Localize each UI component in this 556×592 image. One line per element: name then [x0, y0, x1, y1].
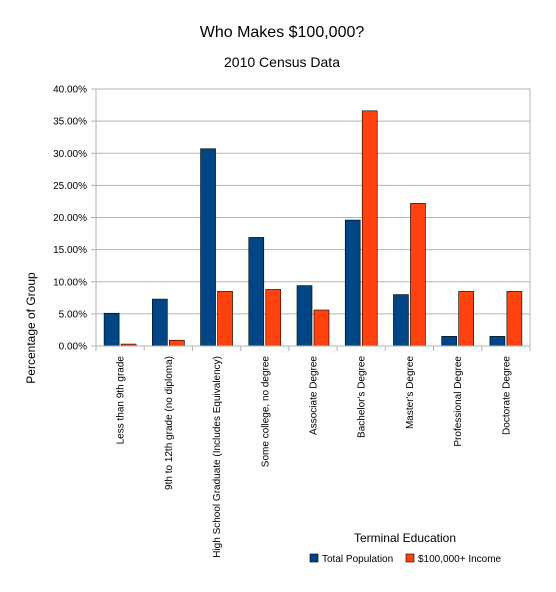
bar-total-population-3	[248, 237, 265, 347]
category-label: Doctorate Degree	[501, 356, 512, 435]
bar-income-100k-3	[265, 289, 282, 347]
y-tick-label: 25.00%	[53, 181, 87, 192]
bar-total-population-1	[152, 298, 168, 347]
y-tick-label: 15.00%	[53, 245, 87, 256]
y-axis-title: Percentage of Group	[24, 272, 38, 384]
bar-income-100k-1	[169, 339, 185, 347]
y-tick-label: 20.00%	[53, 213, 87, 224]
bars	[103, 110, 523, 347]
bar-total-population-2	[200, 148, 216, 347]
bar-income-100k-8	[506, 291, 523, 347]
chart-subtitle: 2010 Census Data	[224, 54, 340, 70]
bar-total-population-4	[296, 285, 313, 347]
bar-total-population-6	[393, 294, 409, 347]
category-label: High School Graduate (Includes Equivalen…	[212, 356, 223, 558]
bar-income-100k-4	[313, 309, 330, 347]
category-label: Professional Degree	[453, 356, 464, 447]
x-axis-title: Terminal Education	[354, 531, 456, 545]
y-tick-label: 30.00%	[53, 149, 87, 160]
y-tick-labels: 0.00% 5.00% 10.00% 15.00% 20.00% 25.00% 30.00%…	[53, 85, 96, 353]
y-tick-label: 0.00%	[59, 342, 87, 353]
legend-swatch-1	[405, 553, 415, 563]
bar-income-100k-5	[361, 110, 378, 347]
category-label: 9th to 12th grade (no diploma)	[164, 356, 175, 490]
bar-total-population-5	[344, 219, 361, 347]
bar-income-100k-6	[410, 203, 426, 347]
bar-income-100k-7	[458, 291, 474, 347]
y-tick-label: 5.00%	[59, 309, 87, 320]
legend: Total Population $100,000+ Income	[309, 553, 502, 565]
bar-total-population-0	[103, 312, 120, 347]
category-label: Master's Degree	[405, 356, 416, 429]
bar-total-population-8	[489, 336, 506, 347]
bar-total-population-7	[441, 336, 457, 347]
category-label: Some college, no degree	[260, 356, 271, 468]
category-labels: Less than 9th grade 9th to 12th grade (no…	[116, 356, 513, 558]
chart-title: Who Makes $100,000?	[200, 24, 365, 41]
x-axis-ticks	[95, 346, 531, 351]
legend-label-0: Total Population	[322, 554, 393, 565]
y-tick-label: 35.00%	[53, 117, 87, 128]
category-label: Bachelor's Degree	[357, 356, 368, 438]
category-label: Associate Degree	[309, 356, 320, 435]
y-tick-label: 40.00%	[53, 85, 87, 96]
category-label: Less than 9th grade	[116, 356, 127, 445]
legend-swatch-0	[309, 553, 319, 563]
legend-label-1: $100,000+ Income	[418, 554, 502, 565]
plot-area-frame	[95, 88, 531, 347]
y-tick-label: 10.00%	[53, 277, 87, 288]
bar-income-100k-2	[217, 291, 233, 347]
